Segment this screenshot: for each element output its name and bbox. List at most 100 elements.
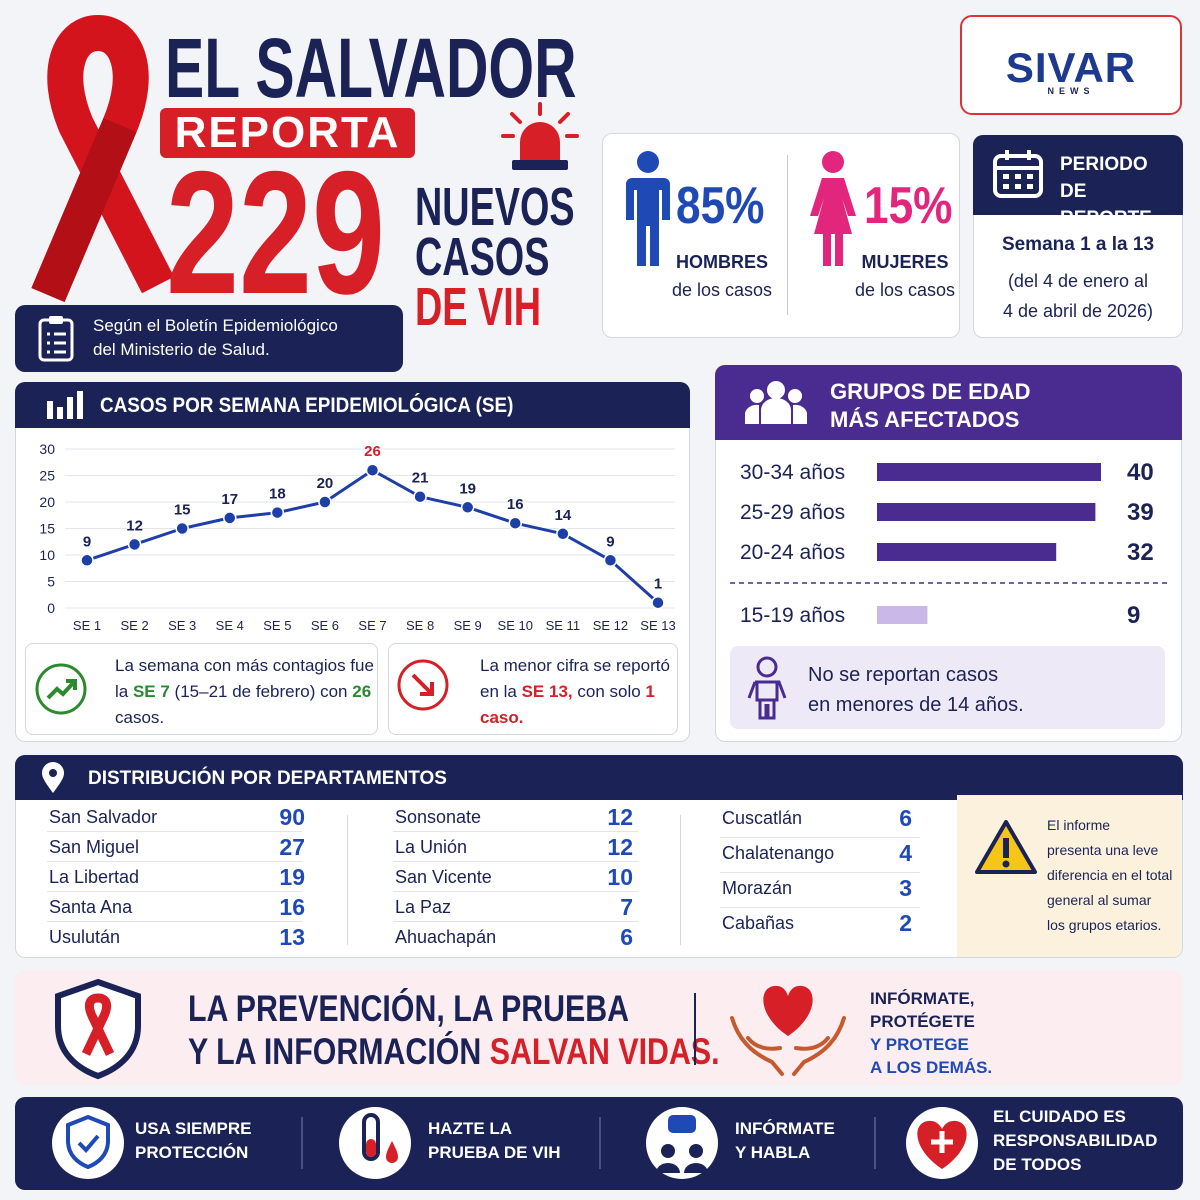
department-value: 13: [279, 924, 305, 950]
divider: [680, 815, 681, 945]
warning-text: El informe presenta una leve diferencia en…: [1047, 813, 1172, 938]
note-text: (15–21 de febrero) con: [169, 682, 353, 701]
row-rule: [720, 907, 920, 908]
chart-icon: [47, 391, 83, 419]
banner-line: Y LA INFORMACIÓN SALVAN VIDAS.: [188, 1033, 720, 1070]
note-text: con solo: [572, 682, 646, 701]
banner-line: LA PREVENCIÓN, LA PRUEBA: [188, 988, 630, 1029]
banner-side-line: PROTÉGETE: [870, 1012, 975, 1031]
logo-name: SIVAR: [1005, 44, 1137, 91]
tip-line: Y HABLA: [735, 1143, 811, 1162]
tip-line: INFÓRMATE: [735, 1119, 835, 1138]
warning-icon: [975, 820, 1037, 874]
tip-line: RESPONSABILIDAD: [993, 1131, 1158, 1150]
tip-line: PRUEBA DE VIH: [428, 1143, 561, 1162]
trend-up-icon: [35, 663, 87, 715]
dates-line: 4 de abril de 2026): [1002, 301, 1154, 321]
banner-side-line: Y PROTEGE: [870, 1035, 969, 1054]
siren-icon: [501, 102, 579, 170]
department-name: Ahuachapán: [395, 927, 497, 947]
department-value: 6: [899, 805, 912, 831]
source-box: [15, 305, 403, 372]
department-name: Usulután: [49, 927, 121, 947]
age-title-line: MÁS AFECTADOS: [830, 407, 1020, 432]
row-rule: [47, 921, 302, 922]
divider: [347, 815, 348, 945]
title: EL SALVADOR: [165, 21, 577, 115]
divider: [787, 155, 788, 315]
note-text: SE 7: [132, 682, 170, 701]
department-name: San Vicente: [395, 867, 492, 887]
department-name: Sonsonate: [395, 807, 482, 827]
row-rule: [720, 872, 920, 873]
man-icon: [626, 151, 670, 266]
department-value: 12: [607, 834, 633, 860]
note-text: La menor cifra se reportó en la: [480, 656, 670, 701]
calendar-icon: [993, 150, 1043, 198]
source-line: Según el Boletín Epidemiológico: [93, 316, 338, 335]
row-rule: [720, 837, 920, 838]
department-name: La Paz: [395, 897, 452, 917]
footer-icons: [52, 1107, 978, 1179]
women-label: MUJERES: [861, 252, 949, 272]
line-chart-title: CASOS POR SEMANA EPIDEMIOLÓGICA (SE): [100, 394, 514, 417]
peak-note: La semana con más contagios fue la SE 7 …: [115, 653, 377, 731]
age-note: No se reportan casos en menores de 14 año…: [808, 660, 1024, 720]
department-name: San Miguel: [49, 837, 140, 857]
department-value: 27: [279, 834, 305, 860]
department-value: 2: [899, 910, 912, 936]
tip-line: USA SIEMPRE: [135, 1119, 252, 1138]
row-rule: [393, 861, 638, 862]
period-range: Semana 1 a la 13: [1001, 234, 1155, 255]
department-value: 3: [899, 875, 912, 901]
subtitle-line: DE VIH: [415, 277, 542, 337]
woman-icon: [810, 151, 856, 266]
tip-line: EL CUIDADO ES: [993, 1107, 1126, 1126]
banner-side-line: A LOS DEMÁS.: [870, 1058, 993, 1077]
logo-box: [960, 15, 1182, 115]
source-line: del Ministerio de Salud.: [93, 340, 270, 359]
source-text: Según el Boletín Epidemiológico del Minis…: [93, 314, 338, 362]
tip-line: PROTECCIÓN: [135, 1143, 249, 1162]
department-name: Morazán: [722, 878, 793, 898]
gender-box: [602, 133, 960, 338]
ribbon-icon: [31, 15, 175, 303]
departments-title: DISTRIBUCIÓN POR DEPARTAMENTOS: [88, 768, 447, 789]
logo-tagline: NEWS: [1047, 86, 1095, 96]
subtitle-line: NUEVOS: [415, 177, 575, 237]
divider: [694, 993, 696, 1065]
note-box: [388, 643, 678, 735]
row-rule: [47, 831, 302, 832]
banner-highlight: SALVAN VIDAS.: [489, 1031, 720, 1072]
hands-heart-icon: [730, 985, 846, 1076]
banner-side-line: INFÓRMATE,: [870, 989, 975, 1008]
department-name: Cuscatlán: [722, 808, 803, 828]
low-note: La menor cifra se reportó en la SE 13, c…: [480, 653, 670, 731]
dates-line: (del 4 de enero al: [1007, 271, 1149, 291]
departments-header: [15, 755, 1183, 800]
badge: REPORTA: [160, 108, 415, 158]
age-note-line: en menores de 14 años.: [808, 694, 1024, 716]
trend-down-icon: [397, 659, 449, 711]
department-value: 4: [899, 840, 912, 866]
row-rule: [393, 921, 638, 922]
department-name: Chalatenango: [722, 843, 835, 863]
department-value: 16: [279, 894, 305, 920]
warning-line: presenta una leve: [1047, 842, 1159, 858]
warning-line: El informe: [1047, 817, 1111, 833]
men-label: HOMBRES: [675, 252, 768, 272]
banner: [15, 970, 1183, 1085]
department-value: 6: [620, 924, 633, 950]
line-panel-header: [15, 382, 690, 428]
row-rule: [47, 861, 302, 862]
age-title-line: GRUPOS DE EDAD: [830, 379, 1031, 404]
pin-icon: [42, 762, 64, 793]
period-title: PERIODO DE REPORTE: [1060, 154, 1152, 229]
tip-line: HAZTE LA: [428, 1119, 513, 1138]
period-dates: (del 4 de enero al 4 de abril de 2026): [973, 266, 1183, 326]
child-icon: [747, 656, 787, 720]
women-percent: 15%: [864, 177, 953, 235]
note-text: 26: [352, 682, 372, 701]
women-sub: de los casos: [854, 280, 956, 300]
